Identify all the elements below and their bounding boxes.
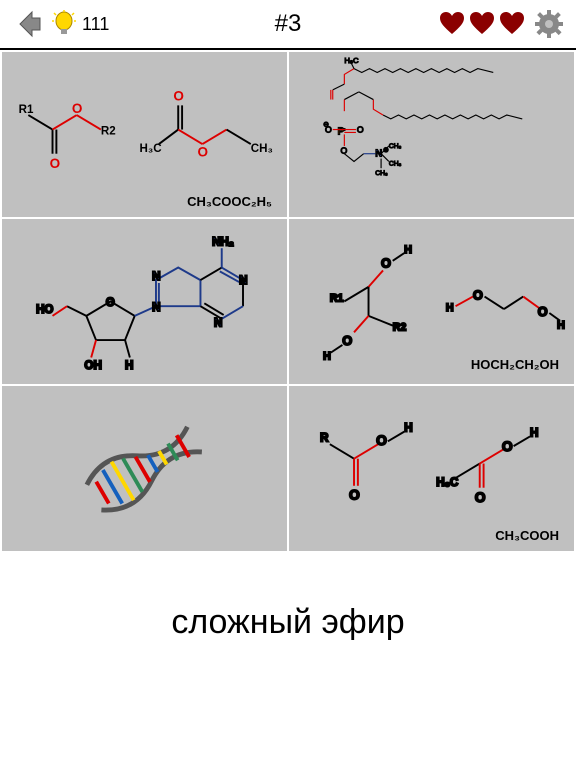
svg-text:H₃C: H₃C	[436, 476, 459, 489]
svg-text:H: H	[404, 244, 412, 256]
svg-text:R2: R2	[101, 125, 116, 138]
svg-text:N: N	[152, 301, 160, 314]
question-number: #3	[275, 10, 302, 38]
card-dna[interactable]	[2, 386, 287, 551]
hint-icon[interactable]	[50, 10, 78, 38]
card-diol[interactable]: OH O H R1R2 H O O H HOCH₂CH₂OH	[289, 219, 574, 384]
svg-text:H: H	[323, 351, 331, 363]
svg-text:O: O	[376, 433, 387, 448]
card-nucleoside[interactable]: O HO OH H N N N N NH₂	[2, 219, 287, 384]
svg-text:O: O	[349, 487, 360, 502]
svg-text:H: H	[557, 320, 565, 332]
svg-text:R: R	[320, 431, 329, 444]
formula-label: CH₃COOH	[495, 528, 559, 543]
svg-text:O: O	[106, 296, 115, 309]
hint-count: 111	[82, 14, 109, 35]
formula-label: HOCH₂CH₂OH	[471, 357, 559, 372]
heart-icon	[498, 10, 526, 38]
svg-text:P: P	[338, 127, 345, 138]
svg-text:R1: R1	[19, 103, 34, 116]
svg-text:⊖: ⊖	[323, 122, 329, 129]
svg-text:H₃C: H₃C	[140, 142, 163, 155]
svg-text:O: O	[538, 305, 548, 319]
svg-text:R1: R1	[330, 293, 344, 305]
svg-text:O: O	[473, 289, 483, 303]
svg-text:CH₃: CH₃	[251, 142, 273, 155]
heart-icon	[468, 10, 496, 38]
topbar: 111 #3	[0, 0, 576, 50]
svg-text:OH: OH	[85, 359, 102, 372]
answer-grid: R1 R2 O O H₃C O O CH₃ CH₃COOC₂H₅ H₃C P O…	[0, 50, 576, 553]
svg-text:CH₃: CH₃	[375, 170, 388, 177]
svg-text:N: N	[239, 274, 247, 287]
svg-text:O: O	[72, 101, 83, 116]
card-carboxylic[interactable]: R O O H H₃C O O H CH₃COOH	[289, 386, 574, 551]
svg-text:H₃C: H₃C	[344, 56, 359, 65]
heart-icon	[438, 10, 466, 38]
svg-text:O: O	[341, 146, 348, 156]
svg-text:O: O	[174, 89, 185, 104]
card-ester[interactable]: R1 R2 O O H₃C O O CH₃ CH₃COOC₂H₅	[2, 52, 287, 217]
svg-text:O: O	[502, 439, 513, 454]
formula-label: CH₃COOC₂H₅	[187, 194, 272, 209]
svg-text:CH₃: CH₃	[389, 143, 402, 150]
svg-text:HO: HO	[36, 303, 53, 316]
svg-text:O: O	[357, 125, 364, 135]
svg-text:H: H	[404, 422, 412, 435]
svg-text:N: N	[152, 270, 160, 283]
svg-text:NH₂: NH₂	[212, 235, 234, 248]
svg-text:N: N	[214, 317, 222, 330]
card-phospholipid[interactable]: H₃C P O⊖ O O N⊕ CH₃CH₃CH₃	[289, 52, 574, 217]
right-controls	[438, 9, 564, 39]
svg-text:H: H	[125, 359, 133, 372]
svg-text:O: O	[381, 257, 391, 271]
svg-text:O: O	[198, 145, 209, 160]
question-text: сложный эфир	[0, 603, 576, 642]
svg-text:R2: R2	[393, 322, 407, 334]
svg-text:O: O	[50, 156, 61, 171]
back-button[interactable]	[12, 8, 44, 40]
svg-text:O: O	[343, 334, 353, 348]
svg-text:H: H	[446, 302, 454, 314]
svg-text:CH₃: CH₃	[389, 160, 402, 167]
svg-text:H: H	[530, 427, 538, 440]
svg-text:O: O	[475, 490, 486, 505]
settings-icon[interactable]	[534, 9, 564, 39]
